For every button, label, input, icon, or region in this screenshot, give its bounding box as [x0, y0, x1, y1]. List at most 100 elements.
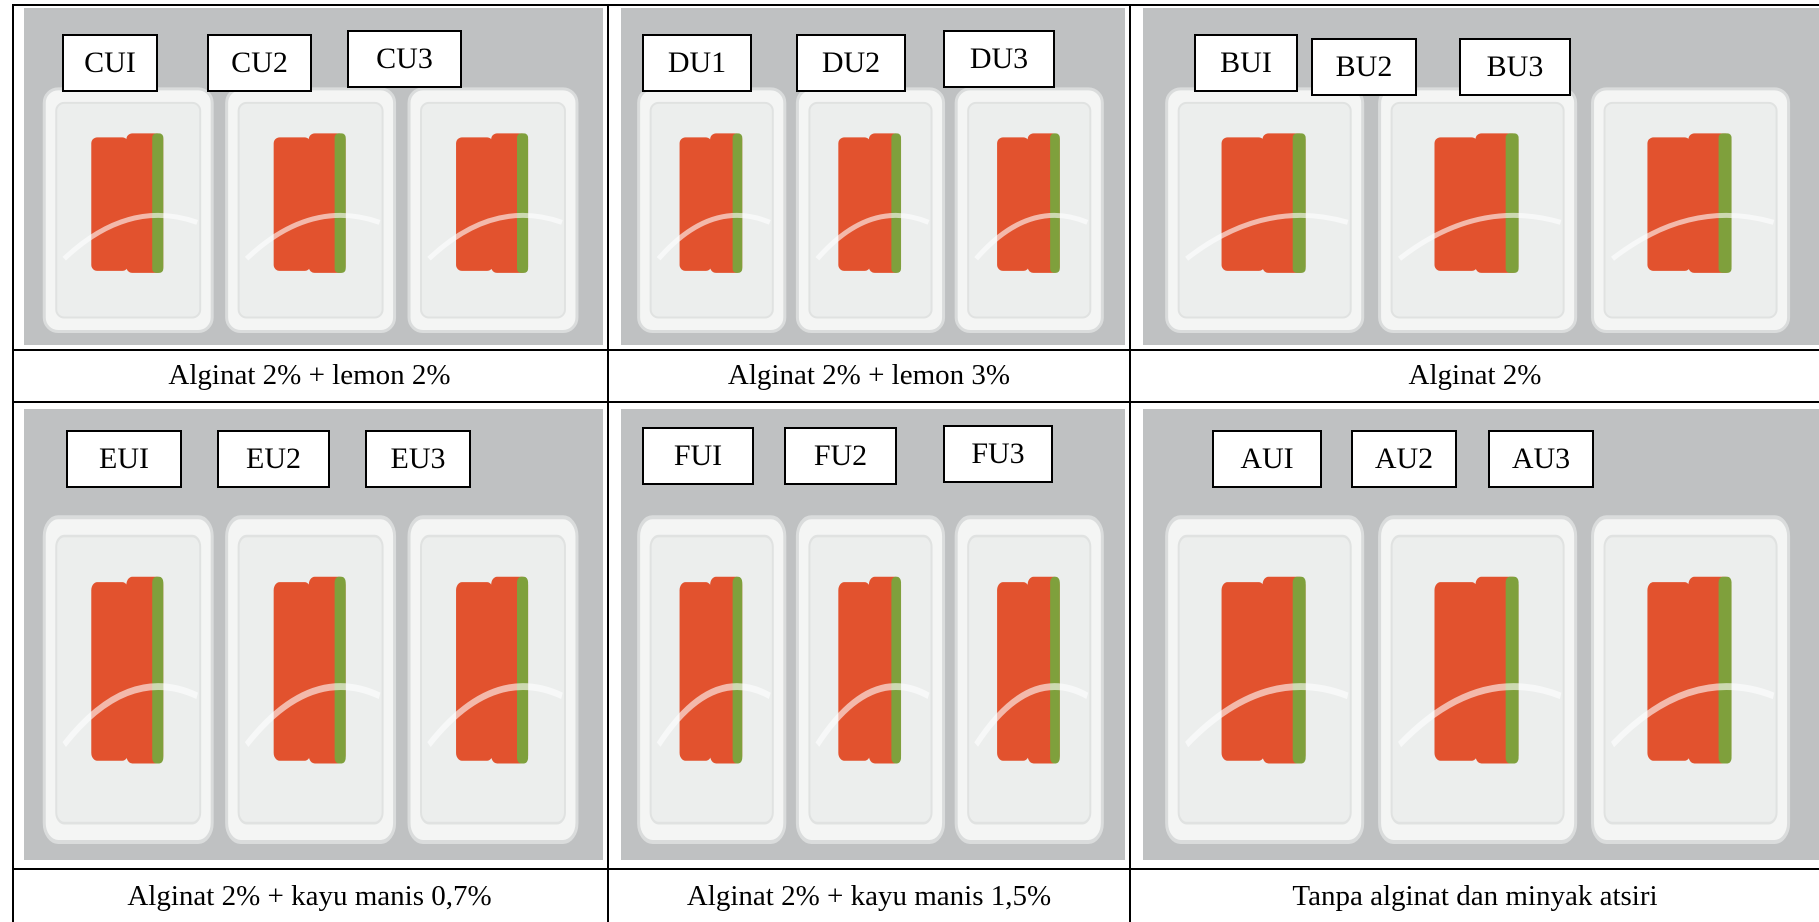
caption-cell-1: Alginat 2% + lemon 3% — [609, 351, 1129, 401]
fruit-slice — [997, 582, 1030, 761]
fruit-slice — [273, 582, 311, 761]
fruit-slice — [1647, 582, 1691, 761]
caption-cell-5: Tanpa alginat dan minyak atsiri — [1131, 870, 1819, 922]
fruit-slice — [838, 582, 871, 761]
tray — [954, 515, 1104, 844]
fruit-slice — [91, 582, 129, 761]
sample-label: CU3 — [347, 30, 462, 88]
table-border — [12, 401, 1819, 403]
treatment-caption: Alginat 2% + kayu manis 1,5% — [686, 880, 1052, 912]
sample-label: DU2 — [796, 34, 906, 92]
fruit-skin — [891, 576, 902, 764]
tray — [407, 515, 579, 844]
tray — [1378, 515, 1578, 844]
photo-cell-2: BUI BU2 BU3 — [1131, 4, 1819, 349]
fruit-slice — [1647, 137, 1691, 271]
sample-label: CU2 — [207, 34, 312, 92]
sample-label: FU2 — [784, 427, 897, 485]
fruit-skin — [152, 133, 164, 273]
sample-label: EUI — [66, 430, 182, 488]
tray — [1165, 515, 1365, 844]
figure-table: CUI CU2 CU3 DU1 DU2 DU3 BUI BU2 BU3 Algi… — [12, 4, 1819, 922]
table-border — [607, 4, 609, 922]
table-border — [12, 4, 14, 922]
tray — [42, 87, 214, 334]
fruit-photo — [24, 8, 603, 345]
caption-cell-3: Alginat 2% + kayu manis 0,7% — [12, 870, 607, 922]
tray — [1591, 87, 1791, 334]
tray — [225, 515, 397, 844]
fruit-skin — [1292, 576, 1306, 764]
table-border — [12, 4, 1819, 6]
fruit-skin — [1505, 133, 1519, 273]
sample-label: DU3 — [943, 30, 1055, 88]
fruit-skin — [1718, 576, 1732, 764]
photo-cell-4: FUI FU2 FU3 — [609, 403, 1129, 868]
fruit-skin — [334, 576, 346, 764]
fruit-slice — [679, 582, 712, 761]
fruit-skin — [1050, 133, 1060, 273]
treatment-caption: Alginat 2% — [1408, 359, 1542, 391]
fruit-slice — [456, 582, 493, 761]
fruit-slice — [1434, 137, 1478, 271]
fruit-slice — [1221, 582, 1265, 761]
caption-cell-4: Alginat 2% + kayu manis 1,5% — [609, 870, 1129, 922]
fruit-skin — [1718, 133, 1732, 273]
tray — [637, 87, 787, 334]
sample-label: BU3 — [1459, 38, 1571, 96]
fruit-slice — [91, 137, 129, 271]
tray — [225, 87, 397, 334]
sample-label: DU1 — [642, 34, 752, 92]
fruit-slice — [273, 137, 311, 271]
fruit-skin — [732, 576, 743, 764]
fruit-slice — [456, 137, 493, 271]
photo-cell-3: EUI EU2 EU3 — [12, 403, 607, 868]
sample-label: AU3 — [1488, 430, 1594, 488]
treatment-caption: Alginat 2% + kayu manis 0,7% — [127, 880, 492, 912]
sample-label: CUI — [62, 34, 158, 92]
tray — [1378, 87, 1578, 334]
fruit-slice — [679, 137, 712, 271]
fruit-skin — [1050, 576, 1060, 764]
treatment-caption: Alginat 2% + lemon 2% — [168, 359, 451, 391]
sample-label: EU3 — [365, 430, 471, 488]
fruit-skin — [1292, 133, 1306, 273]
fruit-skin — [334, 133, 346, 273]
photo-cell-5: AUI AU2 AU3 — [1131, 403, 1819, 868]
tray — [1591, 515, 1791, 844]
fruit-skin — [517, 576, 529, 764]
fruit-slice — [997, 137, 1030, 271]
sample-label: FUI — [642, 427, 754, 485]
sample-label: AUI — [1212, 430, 1322, 488]
sample-label: FU3 — [943, 425, 1053, 483]
sample-label: BU2 — [1311, 38, 1417, 96]
caption-cell-2: Alginat 2% — [1131, 351, 1819, 401]
treatment-caption: Alginat 2% + lemon 3% — [727, 359, 1011, 391]
tray — [795, 515, 946, 844]
trays-illustration — [24, 8, 603, 345]
tray — [795, 87, 946, 334]
tray — [954, 87, 1104, 334]
fruit-slice — [1221, 137, 1265, 271]
table-border — [12, 349, 1819, 351]
fruit-slice — [1434, 582, 1478, 761]
treatment-caption: Tanpa alginat dan minyak atsiri — [1292, 880, 1658, 912]
fruit-skin — [732, 133, 743, 273]
tray — [1165, 87, 1365, 334]
tray — [637, 515, 787, 844]
fruit-slice — [838, 137, 871, 271]
fruit-skin — [1505, 576, 1519, 764]
photo-cell-0: CUI CU2 CU3 — [12, 4, 607, 349]
tray — [42, 515, 214, 844]
fruit-skin — [517, 133, 529, 273]
trays-illustration — [621, 409, 1125, 860]
fruit-skin — [152, 576, 164, 764]
sample-label: BUI — [1194, 34, 1298, 92]
sample-label: AU2 — [1351, 430, 1457, 488]
table-border — [12, 868, 1819, 870]
tray — [407, 87, 579, 334]
sample-label: EU2 — [217, 430, 330, 488]
caption-cell-0: Alginat 2% + lemon 2% — [12, 351, 607, 401]
fruit-skin — [891, 133, 902, 273]
table-border — [1129, 4, 1131, 922]
